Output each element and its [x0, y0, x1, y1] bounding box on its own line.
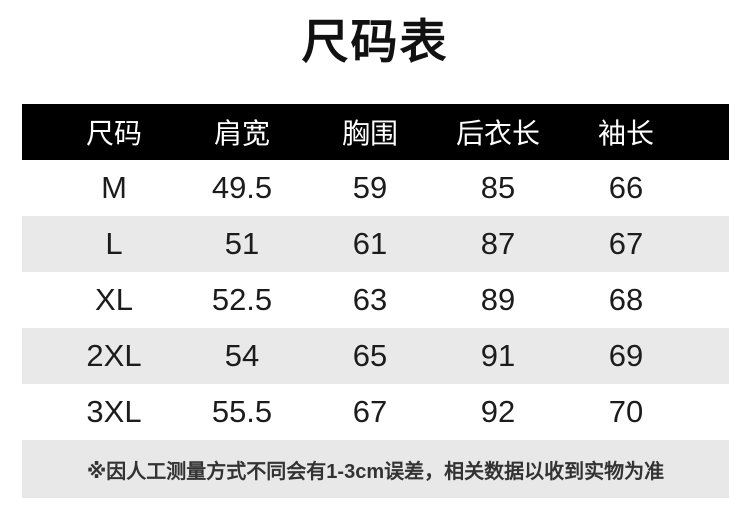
cell-sleeve-length: 67 — [608, 226, 644, 261]
cell-back-length: 85 — [480, 170, 516, 205]
size-row-m: M 49.5 59 85 66 — [22, 160, 729, 216]
cell-sleeve-length: 69 — [608, 338, 644, 373]
cell-back-length: 87 — [480, 226, 516, 261]
cell-size: L — [105, 226, 123, 261]
cell-bust: 63 — [352, 282, 388, 317]
cell-shoulder-width: 55.5 — [211, 394, 273, 429]
column-header-sleeve-length: 袖长 — [597, 118, 654, 149]
size-row-xl: XL 52.5 63 89 68 — [22, 272, 729, 328]
cell-back-length: 91 — [480, 338, 516, 373]
measurement-disclaimer: ※因人工测量方式不同会有1-3cm误差，相关数据以收到实物为准 — [22, 440, 729, 498]
cell-sleeve-length: 68 — [608, 282, 644, 317]
cell-shoulder-width: 54 — [224, 338, 260, 373]
size-chart-table: 尺码 肩宽 胸围 后衣长 袖长 M 49.5 59 85 66 L 51 61 … — [22, 104, 729, 498]
column-header-back-length: 后衣长 — [455, 118, 540, 149]
column-header-bust: 胸围 — [341, 118, 398, 149]
size-row-3xl: 3XL 55.5 67 92 70 — [22, 384, 729, 440]
column-header-size: 尺码 — [85, 118, 142, 149]
cell-bust: 67 — [352, 394, 388, 429]
size-row-l: L 51 61 87 67 — [22, 216, 729, 272]
cell-back-length: 92 — [480, 394, 516, 429]
cell-shoulder-width: 52.5 — [211, 282, 273, 317]
cell-size: 2XL — [86, 338, 142, 373]
cell-shoulder-width: 49.5 — [211, 170, 273, 205]
cell-sleeve-length: 66 — [608, 170, 644, 205]
cell-size: XL — [95, 282, 133, 317]
cell-shoulder-width: 51 — [224, 226, 260, 261]
cell-bust: 59 — [352, 170, 388, 205]
cell-sleeve-length: 70 — [608, 394, 644, 429]
cell-size: M — [101, 170, 127, 205]
cell-size: 3XL — [86, 394, 142, 429]
cell-back-length: 89 — [480, 282, 516, 317]
cell-bust: 65 — [352, 338, 388, 373]
column-header-shoulder-width: 肩宽 — [213, 118, 270, 149]
cell-bust: 61 — [352, 226, 388, 261]
size-row-2xl: 2XL 54 65 91 69 — [22, 328, 729, 384]
table-header-row: 尺码 肩宽 胸围 后衣长 袖长 — [22, 104, 729, 160]
page-title: 尺码表 — [301, 15, 449, 68]
